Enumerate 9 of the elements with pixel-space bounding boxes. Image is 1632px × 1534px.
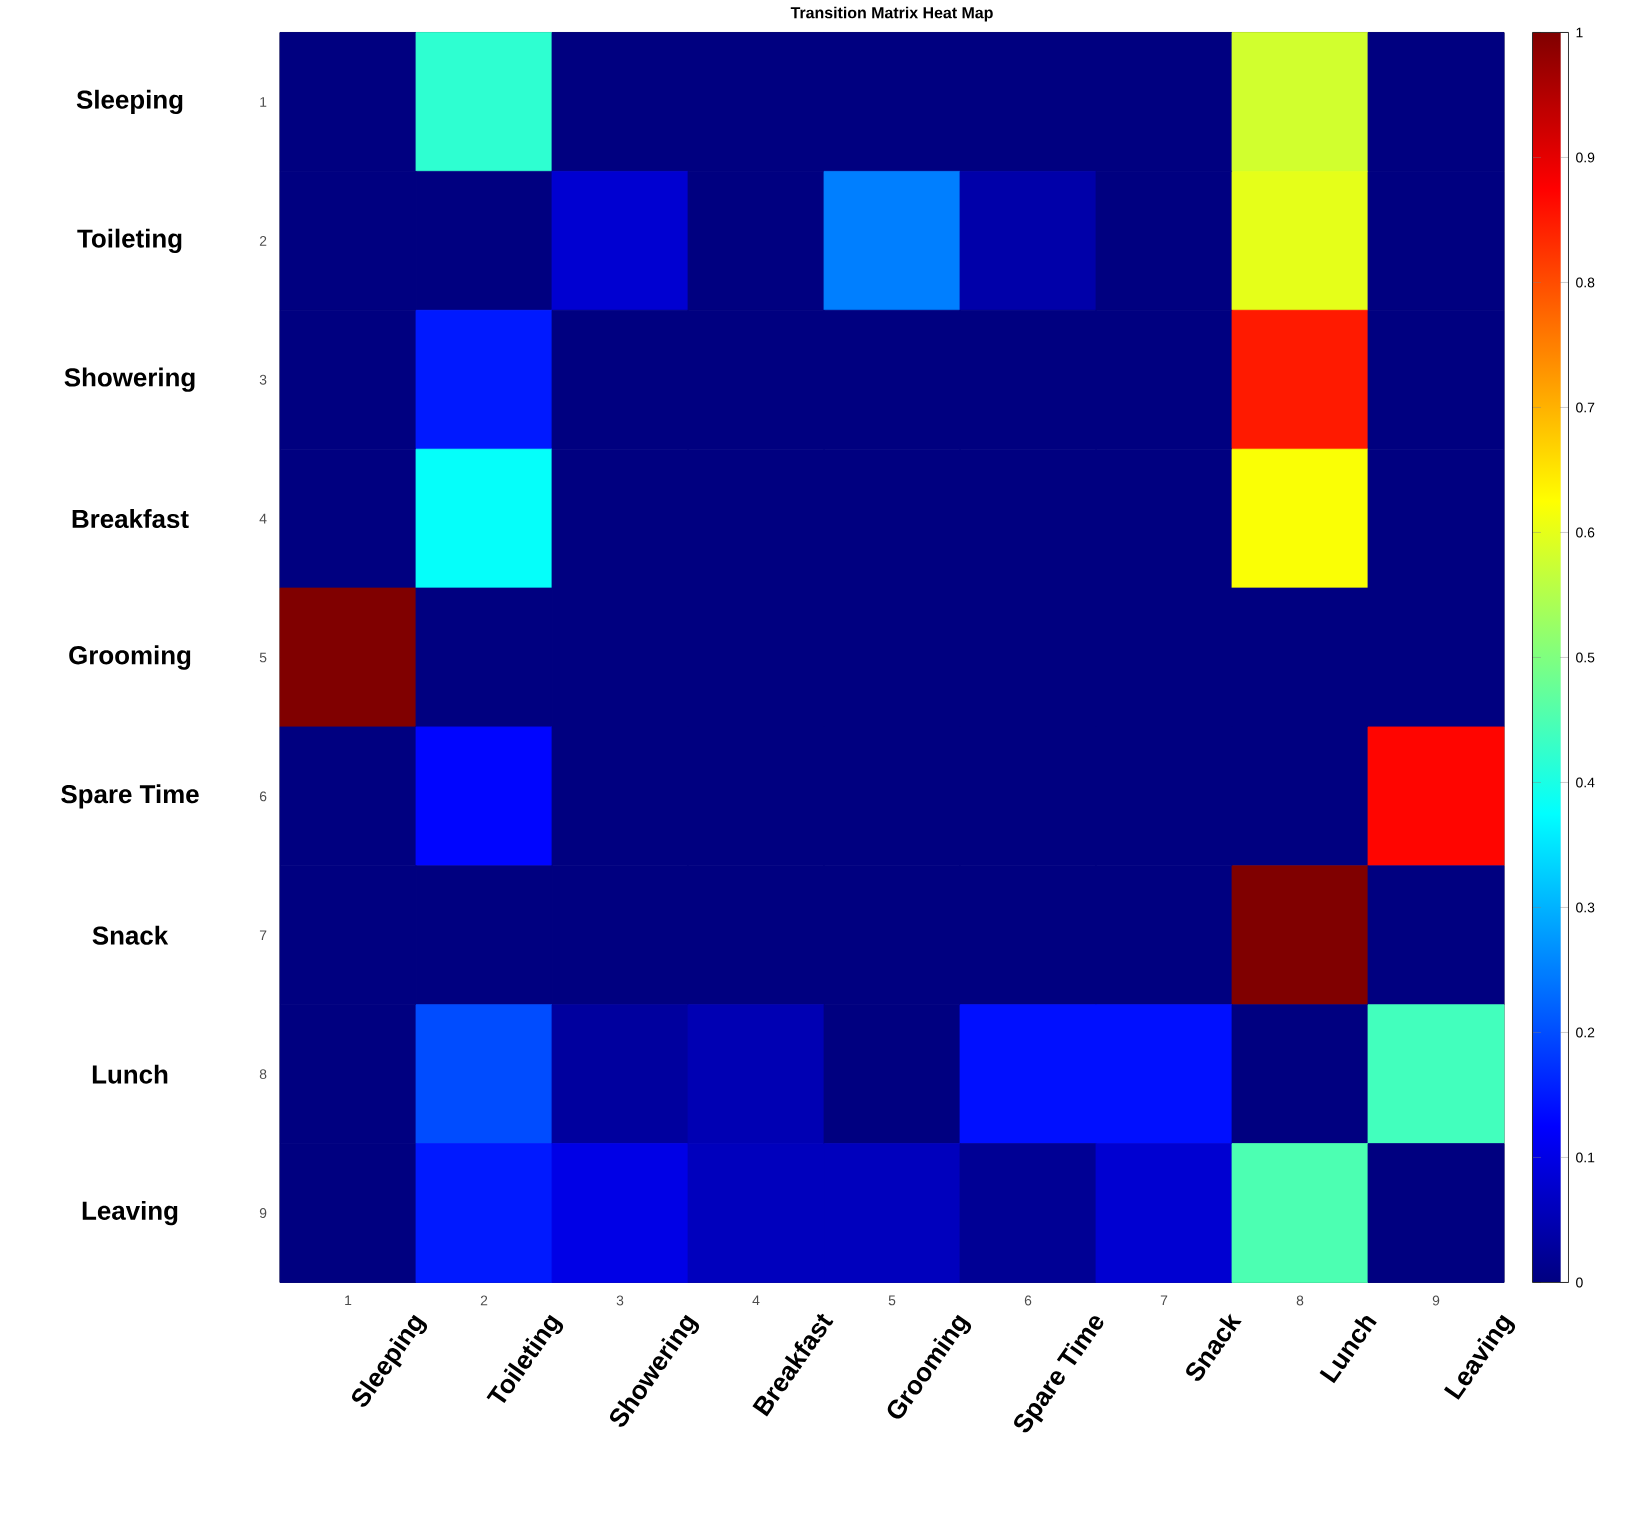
y-tick-label: Snack (92, 925, 169, 945)
y-tick-label: Showering (64, 367, 195, 392)
y-tick-label: Grooming (69, 645, 191, 670)
y-tick-label: Breakfast (72, 508, 189, 528)
y-tick-label: Toileting (77, 228, 182, 253)
y-tick-label: Spare Time (61, 784, 199, 809)
y-tick-label: Sleeping (76, 89, 183, 114)
y-tick-label: Leaving (82, 1200, 178, 1225)
y-tick-label: Lunch (92, 1064, 168, 1084)
